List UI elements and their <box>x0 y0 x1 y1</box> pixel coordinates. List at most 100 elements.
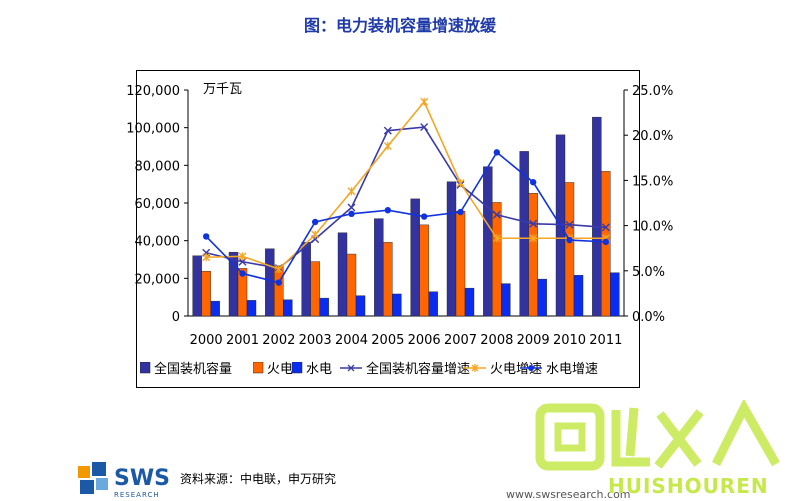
source-note: 资料来源：中电联，申万研究 <box>180 472 337 486</box>
y-tick-label-right: 10.0% <box>632 220 673 235</box>
line-thermal-growth-point <box>529 234 538 243</box>
line-hydro-growth <box>205 151 606 284</box>
y-tick-label-right: 0.0% <box>632 310 665 325</box>
line-total-growth-point <box>347 203 356 212</box>
line-hydro-growth-point <box>457 208 464 216</box>
legend-thermal: 火电 <box>252 358 293 377</box>
line-hydro-growth-point <box>420 213 428 220</box>
y-tick-label-left: 80,000 <box>135 159 181 174</box>
x-tick-label: 2004 <box>335 333 368 348</box>
legend-hydro: 水电 <box>291 358 333 377</box>
line-total-growth <box>205 126 606 269</box>
bar-total-capacity <box>265 248 275 317</box>
y-tick-label-left: 120,000 <box>126 84 180 99</box>
legend-hydro-label: 水电 <box>306 362 333 377</box>
bar-hydro <box>392 293 402 317</box>
x-tick-label: 2011 <box>589 333 622 348</box>
bar-total-capacity <box>301 242 311 317</box>
line-hydro-growth-point <box>275 279 283 286</box>
legend-total-capacity: 全国装机容量 <box>139 358 233 377</box>
legend-total-growth-label: 全国装机容量增速 <box>366 362 471 377</box>
line-thermal-growth-point <box>202 253 211 262</box>
bar-hydro <box>537 278 547 317</box>
chart-title: 图：电力装机容量增速放缓 <box>303 16 496 35</box>
line-hydro-growth-point <box>239 270 246 277</box>
y-tick-label-right: 5.0% <box>632 265 665 280</box>
bar-thermal <box>455 211 466 317</box>
bar-total-capacity <box>519 151 529 317</box>
x-tick-label: 2001 <box>226 333 259 348</box>
x-tick-label: 2007 <box>444 333 477 348</box>
line-thermal-growth-point <box>347 187 356 196</box>
bar-hydro <box>355 295 366 317</box>
y-tick-label-right: 20.0% <box>632 129 673 144</box>
line-thermal-growth-point <box>420 97 429 106</box>
bar-thermal <box>564 182 575 317</box>
line-thermal-growth <box>206 100 606 270</box>
bar-thermal <box>310 261 320 317</box>
line-hydro-growth-point <box>384 207 392 214</box>
legend-thermal-growth-label: 火电增速 <box>490 362 543 377</box>
line-thermal-growth-point <box>311 230 320 239</box>
line-hydro-growth-point <box>602 238 610 246</box>
legend-thermal-growth: 火电增速 <box>464 358 542 377</box>
x-tick-label: 2009 <box>517 333 550 348</box>
bar-thermal <box>274 265 284 317</box>
line-total-growth-point <box>601 223 610 232</box>
bar-total-capacity <box>410 198 420 317</box>
sws-logo-subtext: RESEARCH <box>114 491 160 499</box>
bar-thermal <box>346 253 357 317</box>
bar-hydro <box>501 283 511 317</box>
bar-hydro <box>210 300 220 317</box>
line-hydro-growth-point <box>529 179 537 186</box>
line-total-growth-point <box>565 220 574 229</box>
legend-hydro-growth: 水电增速 <box>520 358 598 377</box>
legend-total-capacity-label: 全国装机容量 <box>154 362 233 377</box>
y-tick-label-left: 40,000 <box>135 235 181 250</box>
bar-hydro <box>610 272 620 317</box>
x-tick-label: 2002 <box>262 333 295 348</box>
line-total-growth-point <box>420 123 429 132</box>
bar-total-capacity <box>446 181 457 317</box>
bar-thermal <box>383 242 393 317</box>
legend-total-growth-swatch <box>340 364 362 372</box>
bar-thermal <box>492 202 502 317</box>
legend-total-growth: 全国装机容量增速 <box>340 358 470 377</box>
line-hydro-growth-point <box>493 149 501 156</box>
line-total-growth-point <box>529 219 538 228</box>
bar-hydro <box>464 287 475 317</box>
legend-hydro-swatch <box>291 361 303 374</box>
x-tick-label: 2008 <box>480 333 513 348</box>
y-tick-label-left: 0 <box>172 310 180 325</box>
legend-total-capacity-swatch <box>139 361 151 374</box>
bar-hydro <box>319 297 329 317</box>
sws-logo-icon <box>78 462 108 494</box>
legend-thermal-growth-swatch <box>464 364 486 372</box>
sws-logo-text: SWS <box>114 466 170 491</box>
line-total-growth-point <box>383 126 392 135</box>
bar-total-capacity <box>592 116 602 317</box>
y-tick-label-left: 100,000 <box>126 122 180 137</box>
x-tick-label: 2000 <box>190 333 223 348</box>
bar-hydro <box>246 300 257 317</box>
bar-hydro <box>428 291 438 317</box>
legend-hydro-growth-swatch <box>520 365 542 371</box>
bar-thermal <box>201 270 211 317</box>
line-hydro-growth-point <box>311 218 319 226</box>
y-tick-label-right: 15.0% <box>632 174 673 189</box>
x-tick-label: 2010 <box>553 333 586 348</box>
watermark-logo-icon <box>535 400 780 471</box>
x-tick-label: 2003 <box>299 333 332 348</box>
bar-total-capacity <box>337 232 348 317</box>
bar-thermal <box>419 224 429 317</box>
bar-total-capacity <box>374 218 384 317</box>
bar-hydro <box>283 299 293 317</box>
line-thermal-growth-point <box>274 264 283 273</box>
line-hydro-growth-point <box>348 210 355 218</box>
line-thermal-growth-point <box>238 252 247 261</box>
y-tick-label-left: 20,000 <box>135 272 181 287</box>
y-tick-label-left: 60,000 <box>135 197 181 212</box>
bar-thermal <box>528 193 538 317</box>
line-hydro-growth-point <box>566 236 573 244</box>
